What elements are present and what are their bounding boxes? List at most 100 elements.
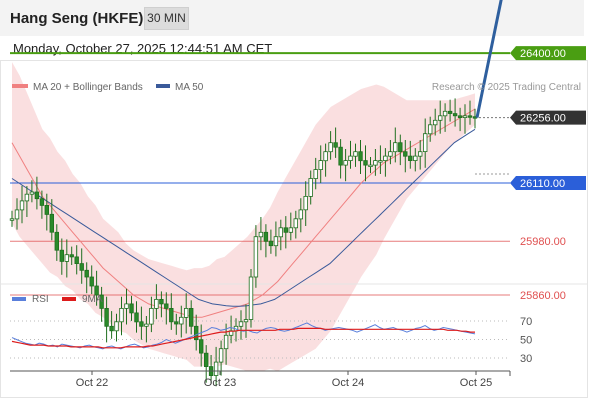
candle-body bbox=[64, 254, 69, 262]
level-label-2: 26256.00 bbox=[520, 113, 566, 125]
arrow-layer bbox=[475, 0, 503, 118]
candle-60 bbox=[308, 170, 313, 205]
candle-31 bbox=[164, 292, 169, 325]
candle-66 bbox=[338, 139, 343, 179]
candle-body bbox=[74, 256, 79, 264]
candle-body bbox=[144, 323, 149, 327]
legend-swatch-bollinger bbox=[12, 84, 28, 88]
candle-35 bbox=[183, 293, 189, 334]
candle-body bbox=[403, 151, 408, 157]
candle-body bbox=[164, 303, 169, 309]
candle-body bbox=[154, 298, 159, 309]
candle-2 bbox=[19, 185, 25, 224]
candle-14 bbox=[79, 248, 84, 284]
candle-58 bbox=[298, 198, 303, 233]
candle-body bbox=[129, 303, 134, 314]
level-label-4: 25980.00 bbox=[520, 236, 566, 248]
candle-21 bbox=[114, 313, 119, 342]
candle-12 bbox=[69, 246, 74, 265]
candle-39 bbox=[203, 345, 209, 383]
candle-79 bbox=[403, 140, 408, 173]
candle-body bbox=[398, 142, 403, 153]
candle-42 bbox=[218, 340, 224, 376]
candle-37 bbox=[193, 314, 199, 351]
text-layer: 26570.0026400.0026256.0026110.0025980.00… bbox=[12, 48, 581, 389]
candle-16 bbox=[89, 265, 94, 295]
bollinger-layer bbox=[12, 62, 475, 372]
candle-body bbox=[238, 321, 244, 327]
grid-layer bbox=[1, 283, 587, 359]
candle-body bbox=[134, 312, 139, 323]
candle-29 bbox=[154, 284, 159, 320]
candle-body bbox=[452, 113, 458, 117]
candle-body bbox=[388, 151, 393, 157]
candle-59 bbox=[303, 181, 308, 226]
candle-body bbox=[54, 231, 59, 251]
candle-81 bbox=[413, 148, 418, 172]
candle-body bbox=[183, 307, 189, 318]
candle-57 bbox=[293, 210, 298, 239]
candle-13 bbox=[74, 245, 79, 275]
candle-85 bbox=[432, 108, 438, 136]
candle-body bbox=[408, 155, 413, 162]
candle-84 bbox=[427, 116, 433, 142]
candle-body bbox=[19, 200, 25, 211]
candle-body bbox=[422, 133, 428, 152]
candle-53 bbox=[273, 221, 279, 257]
candle-62 bbox=[318, 145, 323, 183]
candle-body bbox=[273, 236, 279, 247]
candle-body bbox=[99, 294, 104, 309]
level-tag-2 bbox=[510, 110, 586, 125]
candle-body bbox=[69, 254, 74, 258]
candle-72 bbox=[368, 157, 373, 174]
candle-body bbox=[188, 307, 194, 327]
candle-75 bbox=[383, 148, 388, 177]
candle-body bbox=[447, 110, 453, 114]
candle-20 bbox=[109, 311, 114, 339]
candle-78 bbox=[398, 134, 403, 166]
candle-body bbox=[114, 321, 119, 332]
candle-body bbox=[432, 119, 438, 126]
candle-body bbox=[213, 361, 219, 376]
candle-body bbox=[243, 319, 249, 323]
candle-body bbox=[124, 303, 129, 309]
candle-24 bbox=[129, 295, 134, 321]
candle-17 bbox=[94, 270, 99, 306]
candle-92 bbox=[467, 100, 473, 125]
candle-body bbox=[358, 151, 363, 162]
candle-89 bbox=[452, 98, 458, 127]
candle-body bbox=[104, 307, 109, 327]
candle-body bbox=[94, 285, 99, 296]
candle-49 bbox=[253, 225, 259, 288]
candle-body bbox=[174, 321, 179, 325]
candle-18 bbox=[99, 286, 104, 322]
candle-27 bbox=[144, 316, 149, 343]
candle-25 bbox=[134, 301, 139, 333]
candle-63 bbox=[323, 143, 328, 177]
candle-body bbox=[109, 325, 114, 332]
candle-body bbox=[49, 213, 54, 233]
candle-body bbox=[373, 160, 378, 166]
candle-61 bbox=[313, 157, 318, 190]
candle-74 bbox=[378, 145, 383, 174]
candle-82 bbox=[417, 140, 423, 170]
interval-selector[interactable]: 30 MIN bbox=[144, 7, 189, 30]
candle-36 bbox=[188, 300, 194, 335]
x-tick-label-3: Oct 25 bbox=[460, 377, 492, 389]
candle-body bbox=[79, 263, 84, 271]
candle-body bbox=[44, 204, 49, 215]
candle-0 bbox=[9, 210, 15, 227]
candle-23 bbox=[124, 288, 129, 325]
candle-51 bbox=[263, 224, 269, 258]
legend-bollinger: MA 20 + Bollinger Bands bbox=[33, 82, 143, 93]
candle-6 bbox=[39, 190, 45, 219]
levels-layer bbox=[10, 46, 586, 296]
candle-body bbox=[298, 209, 303, 220]
x-tick-label-2: Oct 24 bbox=[332, 377, 364, 389]
candle-46 bbox=[238, 310, 244, 340]
candle-body bbox=[442, 110, 448, 117]
rsi-ma-line bbox=[11, 327, 475, 349]
candle-86 bbox=[437, 100, 443, 134]
candle-19 bbox=[104, 296, 109, 343]
